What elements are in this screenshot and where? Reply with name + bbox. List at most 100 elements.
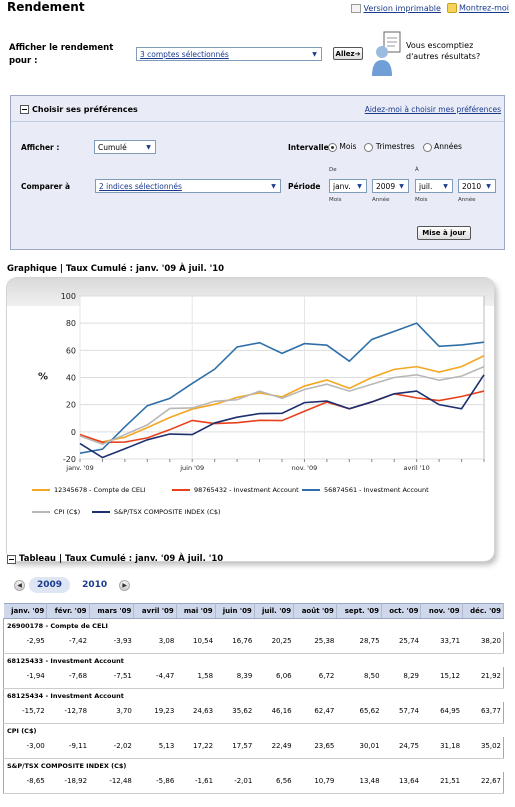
- accounts-select[interactable]: 3 comptes sélectionnés ▼: [136, 47, 322, 61]
- table-cell: 3,08: [133, 632, 177, 654]
- radio-icon: [422, 142, 432, 152]
- legend-label: CPI (C$): [54, 508, 81, 516]
- chevron-down-icon: ▼: [353, 180, 366, 192]
- y-tick-label: 40: [66, 374, 76, 383]
- line-chart: -20 0 20 40 60 80 100 janv. '09 juin '09 nov. '09…: [38, 292, 485, 472]
- top-links: Version imprimable Montrez-moi: [351, 3, 509, 13]
- radio-mois[interactable]: Mois: [328, 142, 356, 152]
- table-cell: 19,23: [133, 702, 177, 724]
- table-cell: 10,54: [176, 632, 216, 654]
- to-month-select[interactable]: juil. ▼: [415, 179, 453, 193]
- chevron-down-icon: ▼: [142, 141, 155, 153]
- table-cell: 25,38: [293, 632, 337, 654]
- afficher-label: Afficher :: [21, 143, 60, 152]
- afficher-select[interactable]: Cumulé ▼: [94, 140, 156, 154]
- tab-2009[interactable]: 2009: [29, 577, 71, 593]
- tab-2010[interactable]: 2010: [82, 580, 108, 590]
- account-name: 26900178 - Compte de CELI: [3, 618, 504, 632]
- preferences-toggle[interactable]: Choisir ses préférences: [20, 105, 138, 114]
- intervalle-label: Intervalle: [288, 143, 329, 152]
- performance-table: janv. '09 févr. '09 mars '09 avril '09 mai '…: [2, 603, 505, 794]
- table-cell: 8,29: [381, 667, 421, 689]
- legend-swatch: [302, 489, 320, 491]
- column-header: oct. '09: [381, 603, 422, 619]
- series-line-0: [79, 355, 485, 443]
- table-cell: 6,72: [293, 667, 337, 689]
- page-title: Rendement: [7, 0, 85, 14]
- table-cell: -15,72: [2, 702, 47, 724]
- y-tick-label: 20: [66, 401, 76, 410]
- table-row: -15,72 -12,78 3,70 19,23 24,63 35,62 46,16 62,4…: [2, 702, 505, 724]
- collapse-icon[interactable]: [7, 554, 16, 564]
- table-cell: 35,02: [462, 737, 505, 759]
- x-tick-label: janv. '09: [65, 464, 93, 472]
- table-cell: -9,11: [46, 737, 90, 759]
- table-row: -1,94 -7,68 -7,51 -4,47 1,58 8,39 6,06 6,72 8,50…: [2, 667, 505, 689]
- legend-label: S&P/TSX COMPOSITE INDEX (C$): [114, 508, 221, 516]
- y-axis-label: %: [38, 372, 48, 383]
- legend-label: 98765432 - Investment Account: [194, 486, 299, 494]
- comparer-select[interactable]: 2 indices sélectionnés ▼: [95, 179, 281, 193]
- performance-table-wrap: janv. '09 févr. '09 mars '09 avril '09 mai '…: [2, 603, 505, 794]
- table-cell: 33,71: [420, 632, 463, 654]
- chart-panel: -20 0 20 40 60 80 100 janv. '09 juin '09 nov. '09…: [7, 278, 494, 561]
- table-cell: -7,42: [46, 632, 90, 654]
- radio-icon: [328, 142, 337, 152]
- table-cell: 65,62: [336, 702, 382, 724]
- chevron-right-icon[interactable]: ▶: [119, 579, 131, 591]
- legend-item: CPI (C$): [32, 508, 80, 516]
- table-cell: 17,57: [215, 737, 255, 759]
- chart-legend: 12345678 - Compte de CELI 98765432 - Inve…: [32, 486, 482, 536]
- column-header: juil. '09: [254, 603, 295, 619]
- table-cell: 1,58: [176, 667, 216, 689]
- table-cell: -12,78: [46, 702, 90, 724]
- print-link[interactable]: Version imprimable: [351, 3, 441, 13]
- chevron-down-icon: ▼: [395, 180, 408, 192]
- table-cell: -5,86: [133, 772, 177, 794]
- comparer-label: Comparer à: [21, 182, 71, 191]
- legend-item: 12345678 - Compte de CELI: [32, 486, 146, 494]
- legend-label: 56874561 - Investment Account: [324, 486, 429, 494]
- update-button[interactable]: Mise à jour: [417, 226, 471, 240]
- table-cell: -7,51: [89, 667, 134, 689]
- account-name: 68125434 - Investment Account: [3, 688, 504, 702]
- chevron-down-icon: ▼: [439, 180, 452, 192]
- radio-trimestres[interactable]: Trimestres: [364, 142, 415, 152]
- from-year-caption: Année: [372, 197, 390, 203]
- to-year-select[interactable]: 2010 ▼: [458, 179, 496, 193]
- legend-item: 98765432 - Investment Account: [172, 486, 299, 494]
- table-cell: -1,94: [2, 667, 47, 689]
- chevron-down-icon: ▼: [482, 180, 495, 192]
- chevron-left-icon[interactable]: ◀: [14, 579, 25, 591]
- table-cell: -3,00: [2, 737, 47, 759]
- radio-annees[interactable]: Années: [422, 142, 462, 152]
- table-cell: 16,76: [215, 632, 255, 654]
- table-cell: 15,12: [420, 667, 463, 689]
- column-header: août '09: [293, 603, 337, 619]
- table-cell: 6,56: [254, 772, 294, 794]
- table-cell: 13,64: [381, 772, 421, 794]
- table-cell: 21,92: [462, 667, 505, 689]
- legend-swatch: [32, 511, 50, 513]
- table-row: -3,00 -9,11 -2,02 5,13 17,22 17,57 22,49 23,65 3…: [2, 737, 505, 759]
- table-body: 26900178 - Compte de CELI -2,95 -7,42 -3,93…: [2, 618, 505, 794]
- legend-swatch: [172, 489, 190, 491]
- table-cell: 21,51: [420, 772, 463, 794]
- from-month-select[interactable]: janv. ▼: [329, 179, 367, 193]
- intervalle-radio-group: Mois Trimestres Années: [328, 142, 462, 152]
- table-cell: 8,50: [336, 667, 382, 689]
- preferences-help-link[interactable]: Aidez-moi à choisir mes préférences: [364, 105, 501, 114]
- table-cell: 24,63: [176, 702, 216, 724]
- series-line-2: [79, 322, 485, 454]
- x-tick-label: juin '09: [179, 464, 204, 472]
- to-year-caption: Année: [458, 197, 476, 203]
- go-button[interactable]: Allez ➔: [333, 47, 363, 60]
- table-cell: 5,13: [133, 737, 177, 759]
- y-tick-label: -20: [63, 455, 76, 464]
- account-row: 68125434 - Investment Account: [3, 688, 504, 702]
- a-label: À: [415, 167, 419, 173]
- radio-icon: [364, 142, 374, 152]
- column-header: janv. '09: [3, 603, 48, 619]
- from-year-select[interactable]: 2009 ▼: [372, 179, 409, 193]
- help-link[interactable]: Montrez-moi: [446, 3, 509, 13]
